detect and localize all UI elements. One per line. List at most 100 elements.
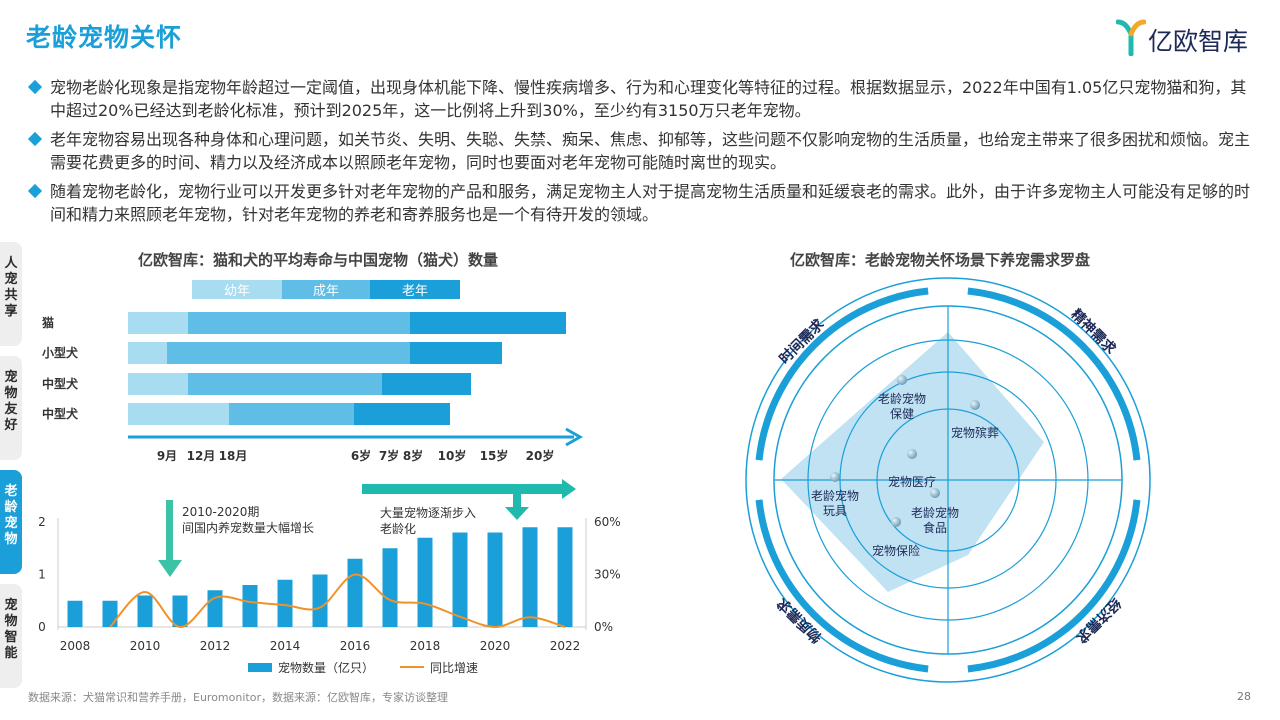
lifespan-bar-segment [128,342,167,364]
lifespan-tick-label: 15岁 [480,448,509,463]
bullet-item: 宠物老龄化现象是指宠物年龄超过一定阈值，出现身体机能下降、慢性疾病增多、行为和心… [27,76,1253,122]
bullet-list: 宠物老龄化现象是指宠物年龄超过一定阈值，出现身体机能下降、慢性疾病增多、行为和心… [27,76,1253,232]
legend-swatch-2 [370,280,460,299]
compass-outer-arc [967,287,1141,461]
pet-count-bar [347,558,363,627]
row-label: 中型犬 [42,376,79,391]
lifespan-bar-segment [410,312,566,334]
bullet-item: 随着宠物老龄化，宠物行业可以开发更多针对老年宠物的产品和服务，满足宠物主人对于提… [27,180,1253,226]
lifespan-bar-segment [167,342,410,364]
x-tick-label: 2022 [550,639,581,653]
side-tab-label: 人宠共享 [4,256,18,319]
annotation-text-line: 大量宠物逐渐步入 [380,505,476,520]
annotation-arrow-shaft [166,500,173,563]
pet-count-bar [277,579,293,627]
need-point-dot [891,517,901,527]
lifespan-bar-segment [188,373,382,395]
right-arrow-icon [562,479,576,499]
need-point-label: 老龄宠物 [911,505,959,520]
legend-line-label: 同比增速 [430,661,478,675]
x-tick-label: 2010 [130,639,161,653]
lifespan-tick-label: 18月 [219,449,248,463]
lifespan-tick-label: 20岁 [526,448,555,463]
compass-outer-arc [755,499,929,673]
legend-bar-swatch [248,663,272,672]
annotation-text-line: 老龄化 [380,522,416,536]
page-title: 老龄宠物关怀 [26,23,183,52]
logo-mark-icon [1116,19,1146,56]
y-left-tick-label: 1 [38,568,46,582]
lifespan-bar-segment [229,403,354,425]
lifespan-tick-label: 12月 [187,449,216,463]
x-tick-label: 2020 [480,639,511,653]
legend-bar-label: 宠物数量（亿只） [278,660,374,675]
annotation-bracket-bar [362,484,562,494]
annotation-arrow-shaft [513,492,521,509]
lifespan-bar-segment [128,403,229,425]
legend-label: 成年 [313,284,339,299]
radar-area [781,332,1044,592]
row-label: 中型犬 [42,406,79,421]
y-right-tick-label: 0% [594,620,613,634]
pet-count-bar [487,532,503,627]
lifespan-tick-label: 10岁 [438,448,467,463]
data-source-note: 数据来源：犬猫常识和营养手册，Euromonitor，数据来源：亿欧智库，专家访… [28,691,448,704]
x-tick-label: 2008 [60,639,91,653]
need-point-label: 老龄宠物 [811,488,859,503]
brand-logo: 亿欧智库 [1116,18,1256,58]
bullet-item: 老年宠物容易出现各种身体和心理问题，如关节炎、失明、失聪、失禁、痴呆、焦虑、抑郁… [27,128,1253,174]
diamond-bullet-icon [27,79,43,95]
axis-arrow-icon [565,427,584,447]
bullet-text: 宠物老龄化现象是指宠物年龄超过一定阈值，出现身体机能下降、慢性疾病增多、行为和心… [50,78,1247,120]
side-tab-friendly[interactable]: 宠物友好 [0,356,22,460]
row-label: 小型犬 [42,345,79,360]
compass-outer-arc [755,287,929,461]
lifespan-tick-label: 6岁 [351,448,371,463]
need-point-label: 保健 [890,407,914,421]
pet-count-bar [242,585,258,627]
need-point-label: 宠物保险 [872,543,920,558]
lifespan-bar-segment [410,342,502,364]
annotation-text-line: 2010-2020期 [182,505,259,519]
side-tab-shared[interactable]: 人宠共享 [0,242,22,346]
side-tab-smart[interactable]: 宠物智能 [0,584,22,688]
bullet-text: 老年宠物容易出现各种身体和心理问题，如关节炎、失明、失聪、失禁、痴呆、焦虑、抑郁… [50,130,1251,172]
compass-outer-ring [745,277,1151,683]
x-tick-label: 2014 [270,639,301,653]
need-point-label: 玩具 [823,504,847,518]
page-number: 28 [1237,690,1251,703]
legend-label: 老年 [402,284,428,299]
need-point-label: 宠物殡葬 [951,425,999,440]
pet-count-bar [417,537,433,627]
need-point-dot [930,488,940,498]
side-tab-label: 宠物友好 [4,370,18,433]
need-point-dot [970,400,980,410]
pet-count-bar [312,574,328,627]
x-tick-label: 2016 [340,639,371,653]
row-label: 猫 [42,315,54,330]
diamond-bullet-icon [27,183,43,199]
lifespan-chart-title: 亿欧智库：猫和犬的平均寿命与中国宠物（猫犬）数量 [138,251,499,269]
y-right-tick-label: 60% [594,515,620,529]
lifespan-bar-segment [128,373,188,395]
growth-rate-line [109,573,566,629]
y-left-tick-label: 0 [38,620,46,634]
pet-count-bar [522,527,538,627]
y-right-tick-label: 30% [594,568,620,582]
lifespan-tick-label: 9月 [157,449,177,463]
y-left-tick-label: 2 [38,515,46,529]
side-tab-aging[interactable]: 老龄宠物 [0,470,22,574]
lifespan-tick-label: 8岁 [403,448,423,463]
lifespan-bar-segment [188,312,410,334]
x-tick-label: 2012 [200,639,231,653]
diamond-bullet-icon [27,131,43,147]
need-point-label: 食品 [923,520,947,535]
need-point-dot [830,472,840,482]
side-tab-label: 宠物智能 [4,598,18,661]
pet-count-bar [67,600,83,627]
pet-count-bar [382,548,398,627]
pet-count-bar [172,595,188,627]
compass-chart-title: 亿欧智库：老龄宠物关怀场景下养宠需求罗盘 [790,251,1091,269]
lifespan-bar-segment [128,312,188,334]
